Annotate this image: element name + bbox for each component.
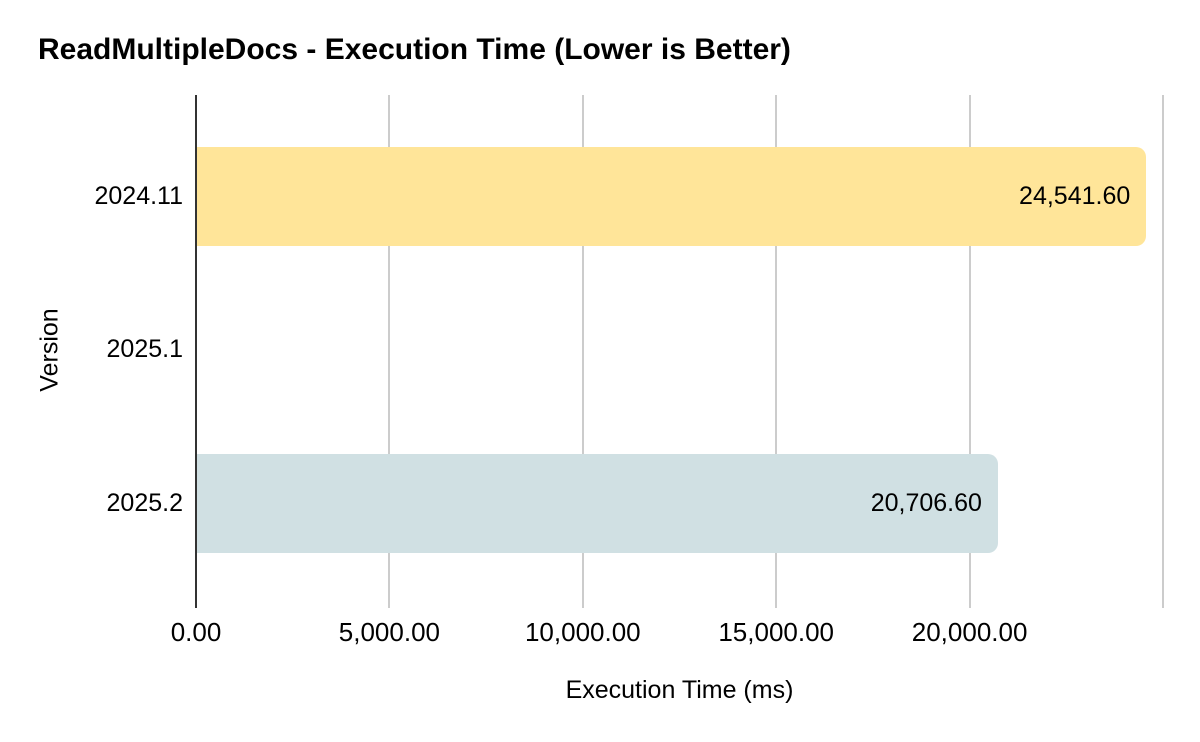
- gridline: [968, 95, 971, 608]
- bar-row: 20,706.60: [197, 427, 1164, 580]
- bar-2024.11: 24,541.60: [197, 147, 1147, 247]
- x-tick-label: 0.00: [170, 617, 222, 647]
- bar-2025.2: 20,706.60: [197, 453, 998, 553]
- gridline: [581, 95, 584, 608]
- bars-layer: 24,541.60 20,706.60: [197, 120, 1164, 580]
- x-tick-label: 5,000.00: [338, 617, 440, 647]
- x-axis-tick-labels: 0.00 5,000.00 10,000.00 15,000.00 20,000.00: [171, 617, 1163, 649]
- bar-row: [197, 273, 1164, 426]
- chart-title: ReadMultipleDocs - Execution Time (Lower…: [38, 33, 791, 66]
- x-tick-label: 15,000.00: [718, 617, 835, 647]
- bar-value-label: 20,706.60: [870, 488, 982, 517]
- bar-row: 24,541.60: [197, 120, 1164, 273]
- x-tick-label: 20,000.00: [911, 617, 1028, 647]
- category-label: 2025.1: [106, 335, 183, 364]
- y-axis-line: [195, 95, 197, 608]
- gridline: [775, 95, 778, 608]
- category-label: 2024.11: [94, 182, 183, 211]
- plot-area: 24,541.60 20,706.60: [195, 95, 1164, 608]
- x-axis-title: Execution Time (ms): [565, 676, 794, 704]
- x-tick-label: 10,000.00: [524, 617, 641, 647]
- gridline: [1162, 95, 1164, 608]
- gridline: [388, 95, 391, 608]
- category-label: 2025.2: [106, 488, 183, 517]
- category-axis-labels: 2024.11 2025.1 2025.2: [0, 120, 183, 580]
- bar-value-label: 24,541.60: [1019, 182, 1131, 211]
